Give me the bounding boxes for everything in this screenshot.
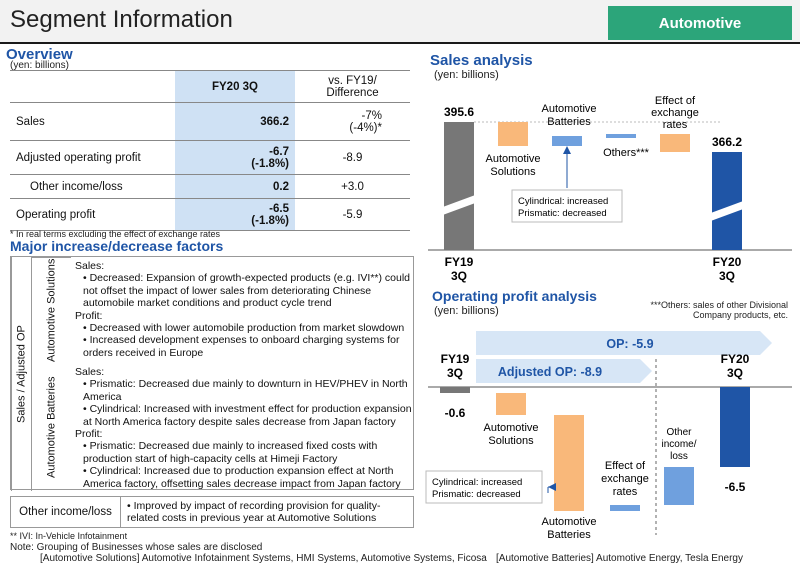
op-end-value: -6.5 [725,480,746,494]
op-bar-auto-solutions [496,393,526,415]
svg-text:3Q: 3Q [447,366,463,380]
sales-analysis-title: Sales analysis [430,52,533,69]
auto-batteries-label: Automotive Batteries [31,363,71,491]
svg-text:Effect of: Effect of [605,460,646,472]
overview-footnote: * In real terms excluding the effect of … [10,229,220,239]
op-start-value: -0.6 [445,406,466,420]
other-income-label: Other income/loss [11,497,121,527]
op-bar-fx [610,505,640,511]
svg-text:Automotive: Automotive [541,516,596,528]
svg-text:Prismatic: decreased: Prismatic: decreased [432,489,521,500]
table-row: Operating profit -6.5 (-1.8%) -5.9 [10,198,410,231]
row-label: Sales [10,102,175,141]
col-diff: vs. FY19/ Difference [295,70,410,103]
svg-text:exchange: exchange [651,107,699,119]
svg-text:FY19: FY19 [441,352,470,366]
row-label: Adjusted operating profit [10,140,175,175]
row-label: Operating profit [10,198,175,231]
svg-text:FY20: FY20 [713,255,742,269]
sales-bar-fy20 [712,152,742,250]
op-bar-auto-batteries [554,415,584,511]
sales-start-value: 395.6 [444,105,474,119]
svg-text:Adjusted OP: -8.9: Adjusted OP: -8.9 [498,365,602,379]
row-value: -6.5 (-1.8%) [175,198,295,231]
sales-waterfall: Cylindrical: increased Prismatic: decrea… [428,95,792,283]
svg-text:loss: loss [670,451,688,462]
op-bar-fy19 [440,387,470,393]
svg-text:Effect of: Effect of [655,95,696,107]
auto-solutions-text: Sales: • Decreased: Expansion of growth-… [75,260,411,359]
svg-text:rates: rates [613,486,638,498]
row-value: 0.2 [175,174,295,199]
svg-text:Cylindrical: increased: Cylindrical: increased [518,196,608,207]
svg-text:Automotive: Automotive [485,153,540,165]
svg-text:Cylindrical: increased: Cylindrical: increased [432,477,522,488]
row-diff: +3.0 [295,174,410,199]
svg-text:FY20: FY20 [721,352,750,366]
svg-text:3Q: 3Q [727,366,743,380]
sales-bar-auto-solutions [498,122,528,146]
auto-batteries-text: Sales: • Prismatic: Decreased due mainly… [75,366,412,490]
op-bar-fy20 [720,387,750,467]
svg-text:3Q: 3Q [451,269,467,283]
auto-solutions-label: Automotive Solutions [31,257,71,363]
op-arrow [476,331,772,355]
row-diff: -8.9 [295,140,410,175]
table-row: Sales 366.2 -7% (-4%)* [10,102,410,141]
svg-text:Solutions: Solutions [490,166,536,178]
svg-text:Other: Other [666,427,692,438]
row-value: 366.2 [175,102,295,141]
row-diff: -5.9 [295,198,410,231]
svg-text:FY19: FY19 [445,255,474,269]
factors-box: Sales / Adjusted OP Automotive Solutions… [10,256,414,491]
svg-text:OP: -5.9: OP: -5.9 [606,337,653,351]
sales-bar-fx [660,134,690,152]
op-analysis-title: Operating profit analysis [432,288,597,304]
sales-bar-auto-batteries [552,136,582,146]
svg-text:Others***: Others*** [603,147,650,159]
factors-title: Major increase/decrease factors [10,238,224,254]
svg-text:Automotive: Automotive [483,422,538,434]
overview-unit: (yen: billions) [10,60,69,71]
table-row: Other income/loss 0.2 +3.0 [10,174,410,199]
sales-callout [511,189,623,223]
sales-bar-fy19 [444,122,474,250]
grouping-note: Note: Grouping of Businesses whose sales… [10,542,263,553]
svg-text:Prismatic: decreased: Prismatic: decreased [518,208,607,219]
op-analysis-unit: (yen: billions) [434,305,499,317]
sales-analysis-unit: (yen: billions) [434,69,499,81]
op-callout [425,470,543,504]
header-bar: Segment Information Automotive [0,0,800,44]
svg-text:Batteries: Batteries [547,529,591,541]
op-waterfall: OP: -5.9 Adjusted OP: -8.9 Cylindrical: … [425,331,792,541]
svg-text:3Q: 3Q [719,269,735,283]
adj-op-arrow [476,359,652,383]
sales-bar-others [606,134,636,138]
row-label: Other income/loss [10,174,175,199]
sales-end-value: 366.2 [712,135,742,149]
svg-text:exchange: exchange [601,473,649,485]
col-current: FY20 3Q [175,70,295,103]
groups-right: [Automotive Batteries] Automotive Energy… [496,553,743,564]
row-diff: -7% (-4%)* [295,102,410,141]
svg-text:Solutions: Solutions [488,435,534,447]
overview-table: FY20 3Q vs. FY19/ Difference Sales 366.2… [10,70,410,231]
op-bar-other-income [664,467,694,505]
others-note: ***Others: sales of other Divisional Com… [650,300,788,320]
other-income-row: Other income/loss • Improved by impact o… [10,496,414,528]
row-value: -6.7 (-1.8%) [175,140,295,175]
groups-left: [Automotive Solutions] Automotive Infota… [40,553,487,564]
page-title: Segment Information [10,6,233,33]
svg-text:Batteries: Batteries [547,116,591,128]
other-income-text: • Improved by impact of recording provis… [127,500,381,525]
ivi-note: ** IVI: In-Vehicle Infotainment [10,531,128,541]
svg-text:income/: income/ [661,439,696,450]
table-row: Adjusted operating profit -6.7 (-1.8%) -… [10,140,410,175]
side-label: Sales / Adjusted OP [11,257,31,491]
segment-tag: Automotive [608,6,792,40]
svg-text:Automotive: Automotive [541,103,596,115]
overview-title: Overview [6,46,73,63]
svg-text:rates: rates [663,119,688,131]
